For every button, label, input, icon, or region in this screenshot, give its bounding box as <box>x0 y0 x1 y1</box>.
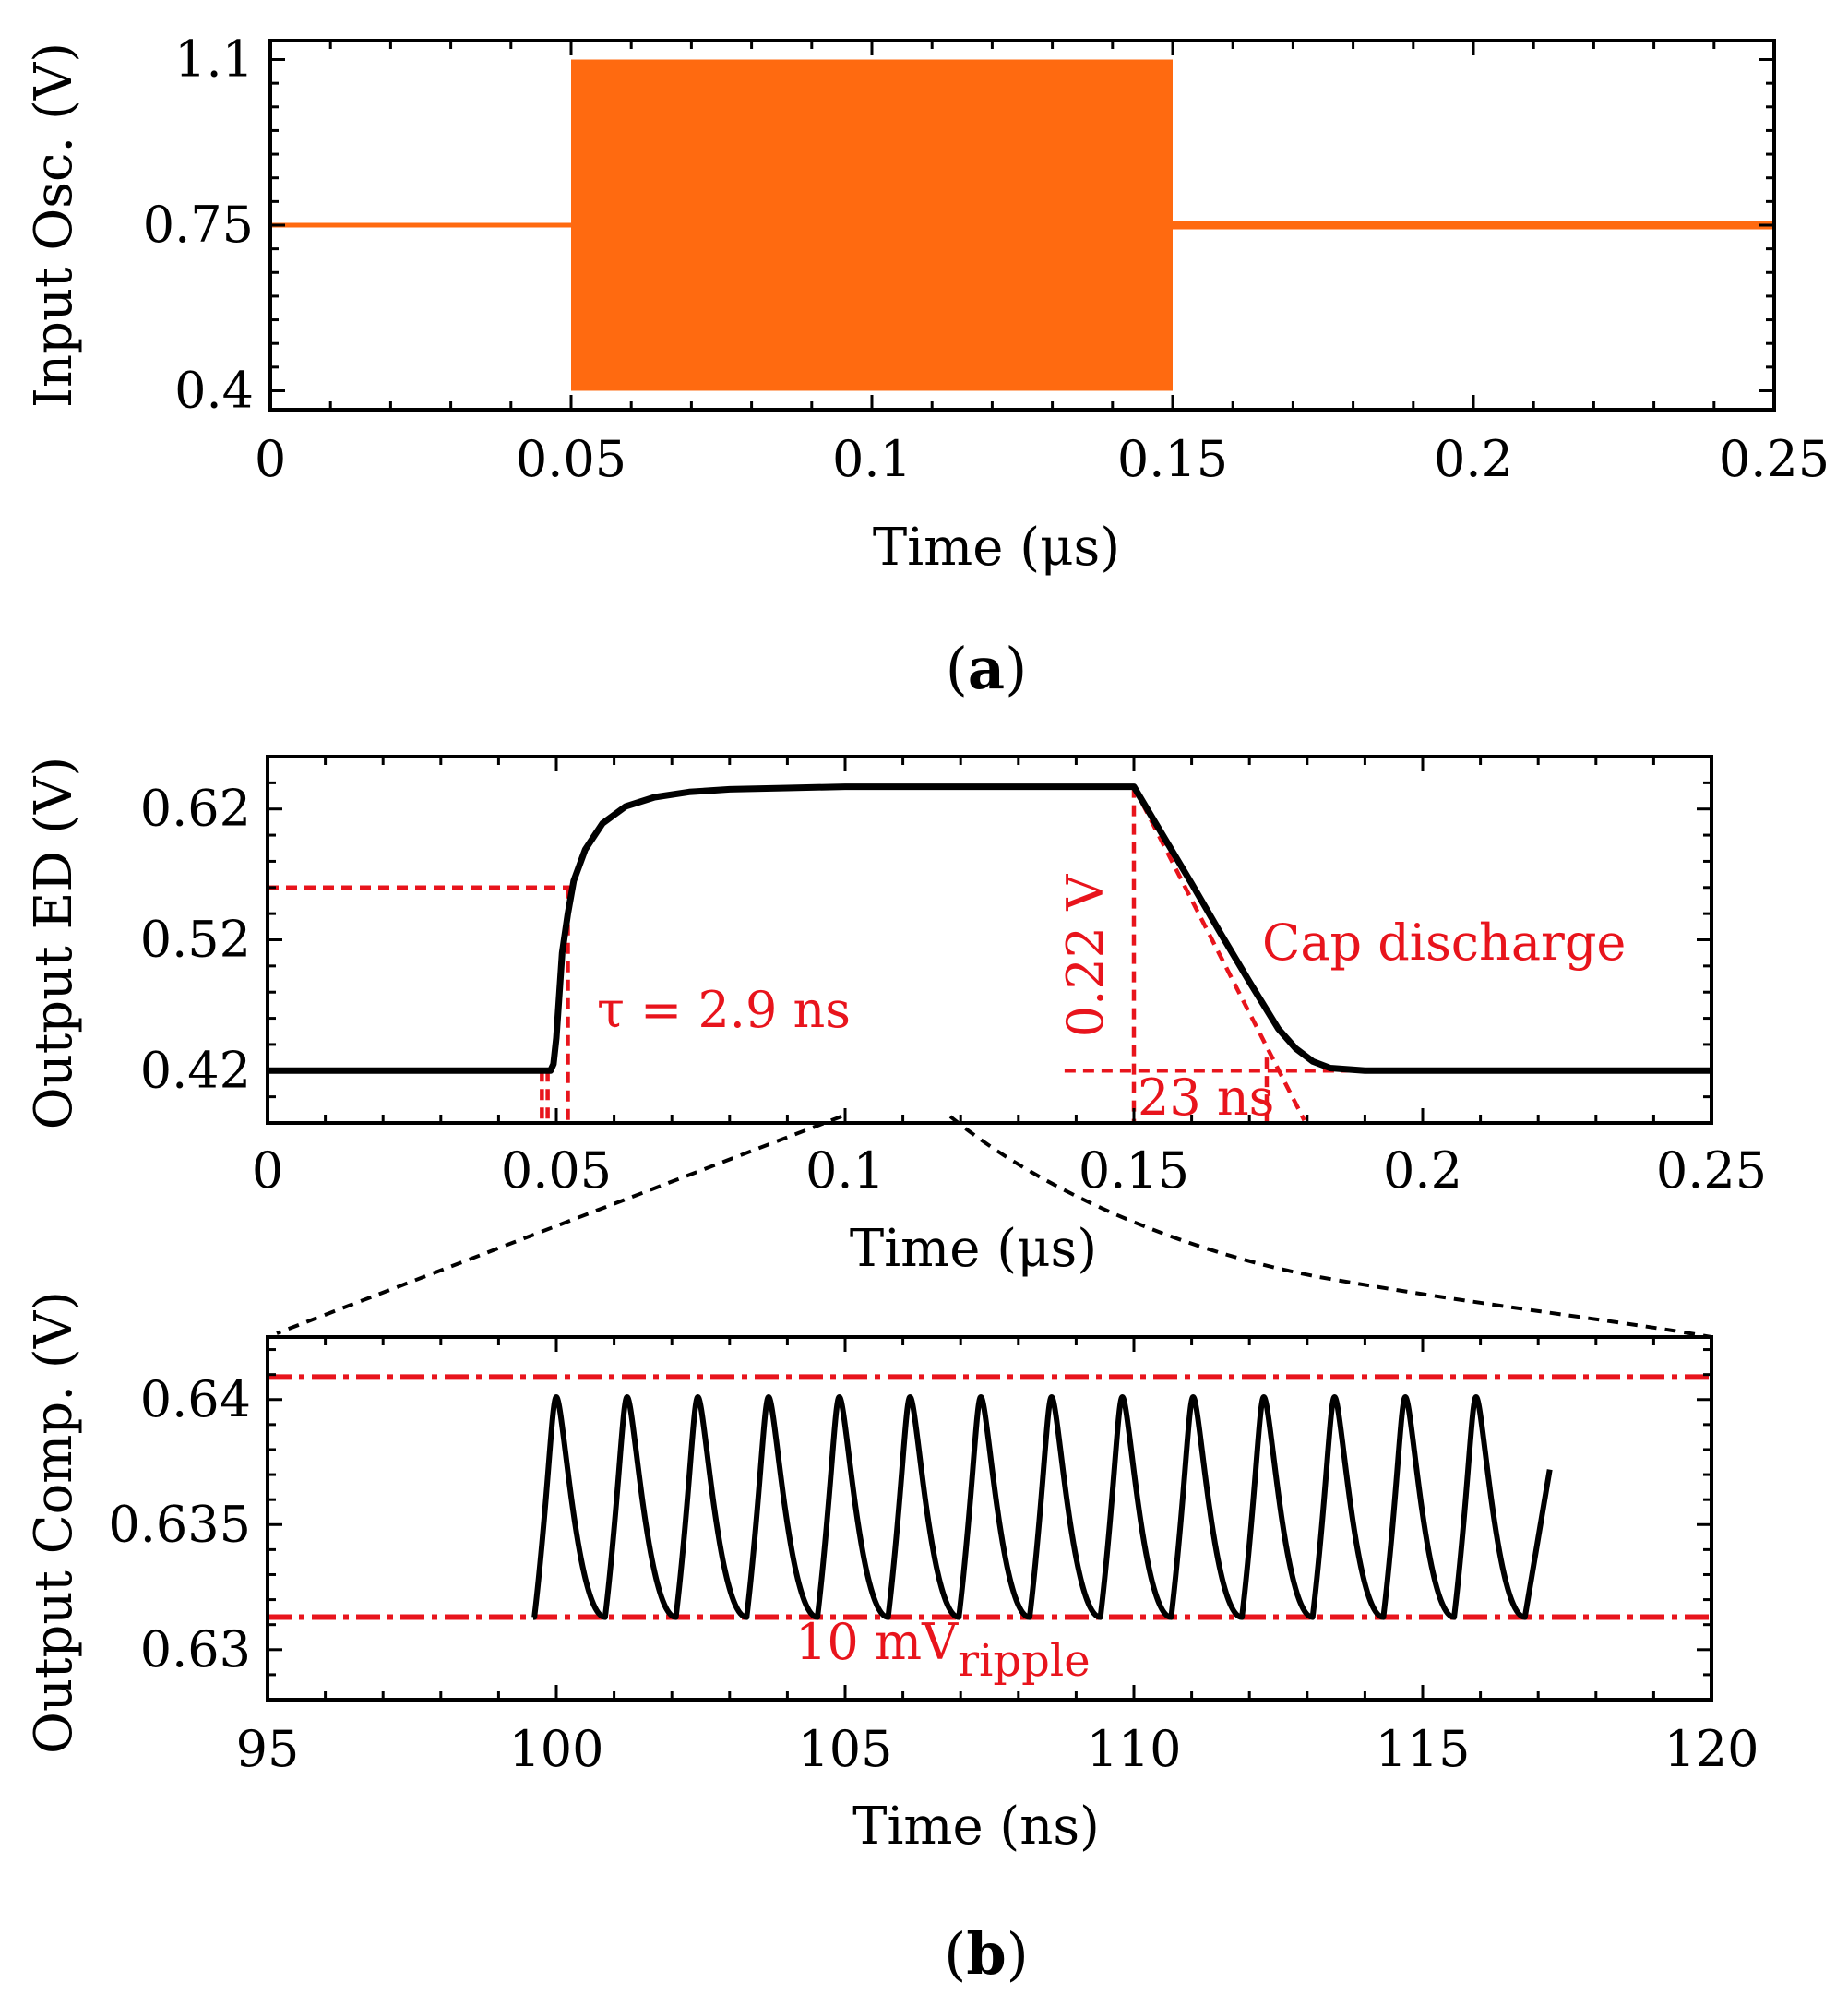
input-osc-x-tick-labels: 0 0.05 0.1 0.15 0.2 0.25 <box>255 430 1830 488</box>
zoom-connector-right <box>948 1115 1712 1339</box>
zoom-connector <box>276 1115 1712 1339</box>
y-tick-label: 0.75 <box>143 196 254 254</box>
x-tick-label: 0.25 <box>1719 430 1830 488</box>
x-tick-label: 0.15 <box>1079 1141 1189 1200</box>
output-comp-y-tick-labels: 0.63 0.635 0.64 <box>108 1370 251 1678</box>
output-ed-line <box>268 783 1711 1074</box>
x-tick-label: 0 <box>252 1141 283 1200</box>
x-tick-label: 0.1 <box>832 430 912 488</box>
x-tick-label: 0 <box>255 430 286 488</box>
x-tick-label: 0.25 <box>1656 1141 1767 1200</box>
x-tick-label: 115 <box>1375 1720 1470 1778</box>
panel-b-paren-close: ) <box>1007 1920 1029 1988</box>
input-osc-x-axis-title: Time (μs) <box>873 518 1120 578</box>
output-ed-chart: 0 0.05 0.1 0.15 0.2 0.25 0.42 0.52 0.62 Time (μ… <box>24 755 1767 1279</box>
output-ed-ticks <box>266 755 1713 1125</box>
x-tick-label: 100 <box>508 1720 603 1778</box>
output-comp-plot-frame <box>266 1335 1713 1702</box>
y-tick-label: 0.4 <box>174 361 254 419</box>
output-ed-x-axis-title: Time (μs) <box>850 1219 1097 1279</box>
panel-b-letter: b <box>966 1920 1006 1988</box>
y-tick-label: 0.42 <box>140 1041 251 1099</box>
output-comp-x-axis-title: Time (ns) <box>852 1797 1100 1857</box>
x-tick-label: 0.05 <box>501 1141 612 1200</box>
x-tick-label: 0.2 <box>1434 430 1513 488</box>
y-tick-label: 0.52 <box>140 911 251 969</box>
ripple-value: 10 mV <box>795 1613 959 1671</box>
x-tick-label: 105 <box>797 1720 892 1778</box>
panel-a-paren-close: ) <box>1005 635 1027 702</box>
ripple-annotation: 10 mVripple <box>795 1613 1091 1687</box>
input-osc-chart: 0 0.05 0.1 0.15 0.2 0.25 0.4 0.75 1.1 Time (μs)… <box>24 30 1830 578</box>
output-comp-line <box>531 1394 1553 1620</box>
x-tick-label: 95 <box>236 1720 300 1778</box>
output-ed-trace <box>268 783 1711 1074</box>
y-tick-label: 1.1 <box>174 30 254 89</box>
x-tick-label: 0.15 <box>1117 430 1228 488</box>
panel-a-paren-open: ( <box>946 635 968 702</box>
x-tick-label: 0.05 <box>516 430 626 488</box>
output-ed-x-tick-labels: 0 0.05 0.1 0.15 0.2 0.25 <box>252 1141 1767 1200</box>
cap-discharge-annotation: Cap discharge <box>1262 913 1626 972</box>
x-tick-label: 110 <box>1086 1720 1181 1778</box>
panel-b-label: (b) <box>944 1920 1029 1988</box>
zoom-connector-left <box>276 1115 842 1335</box>
x-tick-label: 0.2 <box>1383 1141 1462 1200</box>
panel-a-letter: a <box>968 635 1005 702</box>
output-comp-ticks <box>266 1337 1713 1702</box>
output-comp-x-tick-labels: 95 100 105 110 115 120 <box>236 1720 1759 1778</box>
panel-a-label: (a) <box>946 635 1028 702</box>
output-comp-chart: 95 100 105 110 115 120 0.63 0.635 0.64 Time (ns… <box>24 1291 1759 1857</box>
output-ed-y-tick-labels: 0.42 0.52 0.62 <box>140 780 251 1100</box>
input-osc-y-tick-labels: 0.4 0.75 1.1 <box>143 30 254 420</box>
y-tick-label: 0.635 <box>108 1495 251 1553</box>
panel-b-paren-open: ( <box>944 1920 966 1988</box>
y-tick-label: 0.62 <box>140 780 251 838</box>
discharge-slope-line <box>1131 785 1306 1122</box>
ripple-subscript: ripple <box>958 1635 1091 1687</box>
output-comp-y-axis-title: Output Comp. (V) <box>24 1291 84 1754</box>
output-comp-trace <box>531 1394 1553 1620</box>
input-osc-y-axis-title: Input Osc. (V) <box>24 42 84 408</box>
input-osc-trace <box>270 59 1774 391</box>
output-comp-ripple-lines <box>268 1374 1711 1620</box>
tau-annotation: τ = 2.9 ns <box>597 981 851 1039</box>
voltage-drop-annotation: 0.22 V <box>1056 874 1115 1037</box>
input-osc-ticks <box>268 41 1776 410</box>
discharge-time-annotation: 23 ns <box>1138 1069 1274 1127</box>
y-tick-label: 0.64 <box>140 1370 251 1428</box>
x-tick-label: 120 <box>1663 1720 1759 1778</box>
y-tick-label: 0.63 <box>140 1620 251 1678</box>
output-ed-y-axis-title: Output ED (V) <box>24 757 84 1129</box>
x-tick-label: 0.1 <box>805 1141 885 1200</box>
input-burst <box>571 59 1173 391</box>
